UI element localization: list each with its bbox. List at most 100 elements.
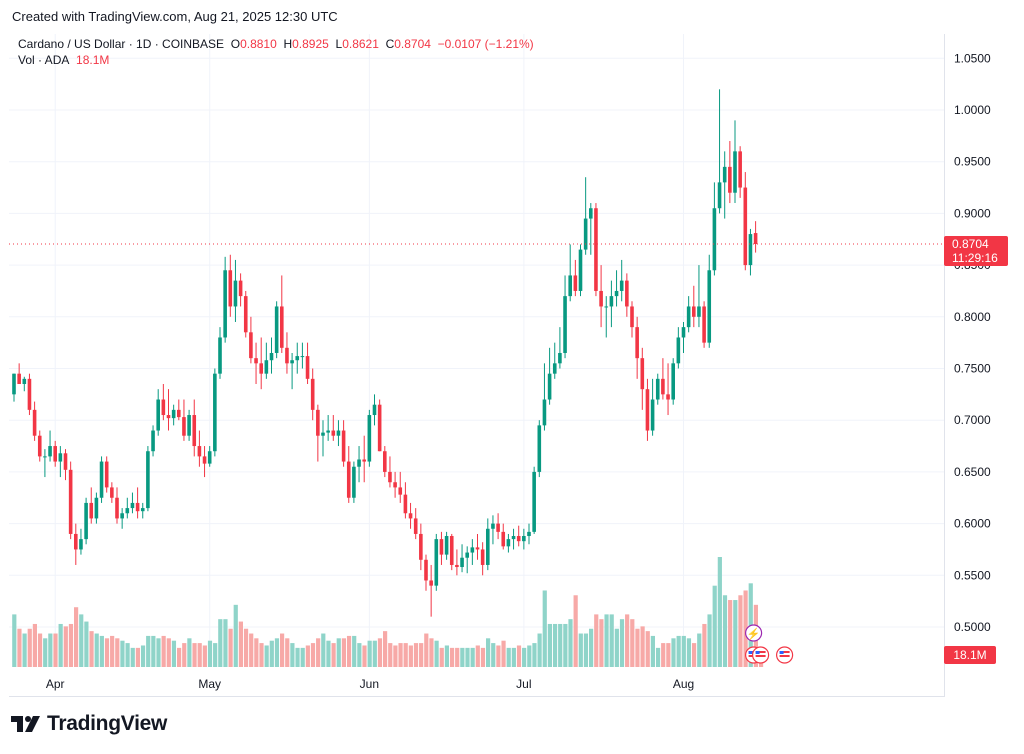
volume-bar <box>702 623 707 667</box>
x-tick-label: Jun <box>360 677 379 691</box>
volume-bar <box>733 600 738 667</box>
candle-body <box>341 430 346 462</box>
volume-bar <box>156 638 161 667</box>
candle-body <box>439 539 444 555</box>
volume-bar <box>444 645 449 667</box>
candle-body <box>213 373 217 452</box>
x-tick-label: Jul <box>516 677 531 691</box>
candle-body <box>527 531 531 537</box>
volume-bar <box>89 631 94 667</box>
volume-bar <box>120 640 125 667</box>
candle-body <box>310 378 315 410</box>
volume-bar <box>12 614 17 667</box>
candle-body <box>753 233 758 245</box>
y-tick-label: 1.0500 <box>954 51 991 65</box>
candle-body <box>733 151 737 193</box>
candle-body <box>650 399 655 431</box>
candle-body <box>547 373 552 400</box>
candle-body <box>480 549 485 565</box>
volume-bar <box>202 645 207 667</box>
volume-bar <box>501 640 506 667</box>
volume-bar <box>53 633 58 667</box>
candle-body <box>233 280 238 307</box>
volume-bar <box>614 628 619 667</box>
volume-bar <box>326 640 331 667</box>
candle-body <box>645 389 650 431</box>
volume-bar <box>151 635 156 667</box>
candle-body <box>702 306 706 343</box>
x-tick-label: May <box>198 677 221 691</box>
candle-body <box>676 337 681 364</box>
candle-body <box>578 249 583 291</box>
candle-body <box>501 531 506 547</box>
candle-body <box>249 332 253 359</box>
volume-bar <box>17 628 22 667</box>
flag-canton <box>755 651 760 654</box>
candle-body <box>640 358 645 390</box>
candle-body <box>89 502 94 519</box>
volume-bar <box>74 607 79 667</box>
candle-body <box>32 409 37 436</box>
candle-body <box>486 528 490 565</box>
volume-bar <box>341 638 346 667</box>
candle-body <box>300 356 305 358</box>
volume-bar <box>609 614 614 667</box>
legend-volume-row: Vol · ADA 18.1M <box>18 52 534 68</box>
volume-bar <box>449 647 455 667</box>
volume-bar <box>63 626 68 667</box>
volume-bar <box>522 647 527 667</box>
candle-body <box>455 564 459 568</box>
volume-bar <box>254 638 259 667</box>
candle-body <box>280 306 284 348</box>
volume-bar <box>439 647 444 667</box>
candle-body <box>568 275 572 297</box>
volume-bar <box>475 645 480 667</box>
candle-body <box>17 373 21 385</box>
candle-body <box>583 218 588 250</box>
volume-bar <box>280 633 285 667</box>
candle-body <box>635 327 639 359</box>
candle-body <box>58 453 63 462</box>
candle-body <box>619 280 624 291</box>
candle-body <box>243 296 248 333</box>
volume-bar <box>187 638 192 667</box>
candle-body <box>604 306 609 308</box>
candle-body <box>285 347 289 364</box>
candle-body <box>383 451 387 472</box>
volume-bar <box>58 623 63 667</box>
candle-body <box>94 497 99 519</box>
tradingview-logo[interactable]: TradingView <box>11 712 167 736</box>
volume-bar <box>604 614 609 667</box>
legend-open-label: O <box>230 37 241 51</box>
volume-bar <box>213 643 218 667</box>
candle-body <box>666 394 670 400</box>
y-tick-label: 0.7500 <box>954 362 991 376</box>
volume-bar <box>722 595 728 667</box>
candle-body <box>68 469 73 534</box>
candle-body <box>449 536 454 565</box>
candle-body <box>692 306 696 317</box>
candle-body <box>140 508 145 512</box>
x-tick-label: Aug <box>673 677 694 691</box>
volume-bar <box>346 635 352 667</box>
volume-bar <box>115 638 120 667</box>
volume-bar <box>743 590 748 667</box>
candle-body <box>614 290 619 297</box>
volume-bar <box>625 614 630 667</box>
legend-volume-value: 18.1M <box>76 53 110 67</box>
flag-canton <box>748 651 753 654</box>
volume-bar <box>146 635 151 667</box>
candle-body <box>372 404 377 416</box>
created-with-label: Created with TradingView.com, Aug 21, 20… <box>12 9 338 24</box>
volume-bar <box>717 557 722 667</box>
volume-bar <box>666 643 671 667</box>
volume-bar <box>135 647 140 667</box>
candle-body <box>558 352 562 364</box>
volume-bar <box>491 643 496 667</box>
volume-bar <box>640 626 645 667</box>
candle-body <box>146 451 150 509</box>
volume-bar <box>305 645 310 667</box>
candle-body <box>671 363 675 400</box>
candle-body <box>259 363 263 374</box>
